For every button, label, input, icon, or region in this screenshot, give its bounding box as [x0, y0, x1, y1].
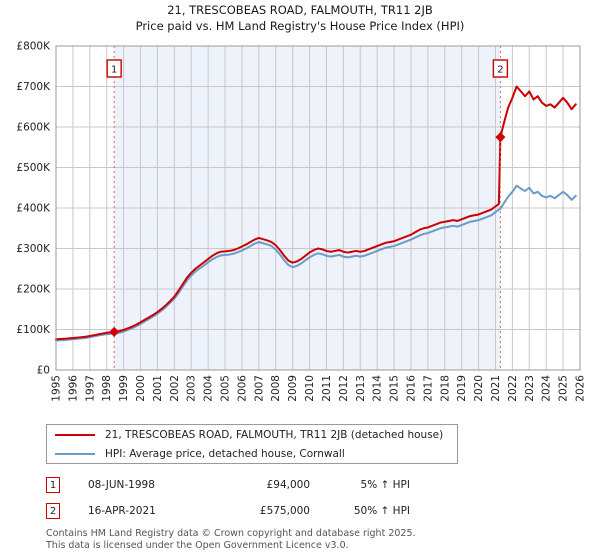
svg-text:2013: 2013 — [355, 375, 367, 402]
svg-text:£100K: £100K — [16, 324, 51, 336]
svg-text:2020: 2020 — [473, 375, 485, 402]
svg-text:2009: 2009 — [287, 375, 299, 402]
svg-text:£500K: £500K — [16, 162, 51, 174]
svg-text:1998: 1998 — [101, 375, 113, 402]
svg-text:1997: 1997 — [84, 375, 96, 402]
legend-item-hpi: HPI: Average price, detached house, Corn… — [47, 444, 457, 463]
axis-frame — [55, 45, 581, 371]
svg-text:£300K: £300K — [16, 243, 51, 255]
svg-text:2: 2 — [497, 65, 503, 76]
transaction-row-1: 1 08-JUN-1998 £94,000 5% ↑ HPI — [46, 474, 466, 496]
svg-text:2006: 2006 — [236, 375, 248, 402]
legend-swatch-property — [55, 433, 95, 436]
chart-legend: 21, TRESCOBEAS ROAD, FALMOUTH, TR11 2JB … — [46, 424, 458, 464]
footer-line-1: Contains HM Land Registry data © Crown c… — [46, 528, 416, 539]
x-axis-labels: 1995 1996 1997 1998 1999 2000 2001 2002 2003 2004… — [51, 375, 587, 402]
legend-swatch-hpi — [55, 452, 95, 455]
svg-text:2000: 2000 — [135, 375, 147, 402]
svg-text:2002: 2002 — [169, 375, 181, 402]
title-line-1: 21, TRESCOBEAS ROAD, FALMOUTH, TR11 2JB — [167, 3, 433, 17]
svg-text:2010: 2010 — [304, 375, 316, 402]
transaction-row-2: 2 16-APR-2021 £575,000 50% ↑ HPI — [46, 500, 466, 522]
svg-text:2014: 2014 — [372, 375, 384, 402]
svg-text:2005: 2005 — [220, 375, 232, 402]
svg-text:£800K: £800K — [16, 41, 51, 53]
svg-text:2024: 2024 — [541, 375, 553, 402]
svg-text:£0: £0 — [37, 365, 50, 377]
svg-text:2017: 2017 — [422, 375, 434, 402]
legend-item-property: 21, TRESCOBEAS ROAD, FALMOUTH, TR11 2JB … — [47, 425, 457, 444]
transaction-badge-2: 2 — [46, 503, 60, 519]
svg-text:2015: 2015 — [389, 375, 401, 402]
svg-text:2021: 2021 — [490, 375, 502, 402]
svg-text:2003: 2003 — [186, 375, 198, 402]
svg-text:2022: 2022 — [507, 375, 519, 402]
svg-text:2026: 2026 — [575, 375, 587, 402]
svg-text:£200K: £200K — [16, 284, 51, 296]
transaction-date-2: 16-APR-2021 — [88, 505, 156, 517]
footer-line-2: This data is licensed under the Open Gov… — [46, 539, 349, 551]
transaction-price-2: £575,000 — [259, 505, 310, 517]
svg-text:2007: 2007 — [253, 375, 265, 402]
transaction-hpi-1: 5% ↑ HPI — [360, 479, 410, 491]
transaction-date-1: 08-JUN-1998 — [88, 479, 155, 491]
transaction-badge-1: 1 — [46, 477, 60, 493]
svg-text:1995: 1995 — [51, 375, 63, 402]
title-line-2: Price paid vs. HM Land Registry's House … — [135, 19, 465, 33]
svg-text:2019: 2019 — [456, 375, 468, 402]
transaction-price-1: £94,000 — [266, 479, 310, 491]
svg-text:2008: 2008 — [270, 375, 282, 402]
copyright-footer: Contains HM Land Registry data © Crown c… — [46, 528, 586, 551]
y-axis-labels: £0 £100K £200K £300K £400K £500K £600K £700K £80… — [16, 41, 51, 377]
legend-label-hpi: HPI: Average price, detached house, Corn… — [105, 447, 345, 460]
svg-text:£700K: £700K — [16, 81, 51, 93]
svg-text:2011: 2011 — [321, 375, 333, 402]
svg-text:2004: 2004 — [203, 375, 215, 402]
svg-text:£600K: £600K — [16, 122, 51, 134]
svg-text:£400K: £400K — [16, 203, 51, 215]
svg-text:2001: 2001 — [152, 375, 164, 402]
svg-text:2012: 2012 — [338, 375, 350, 402]
series-lines — [55, 85, 577, 342]
svg-text:2016: 2016 — [405, 375, 417, 402]
svg-text:2025: 2025 — [558, 375, 570, 402]
svg-text:1: 1 — [111, 65, 117, 76]
legend-label-property: 21, TRESCOBEAS ROAD, FALMOUTH, TR11 2JB … — [105, 428, 444, 441]
page-title: 21, TRESCOBEAS ROAD, FALMOUTH, TR11 2JB … — [0, 2, 600, 34]
svg-text:2018: 2018 — [439, 375, 451, 402]
transaction-hpi-2: 50% ↑ HPI — [353, 505, 410, 517]
svg-text:2023: 2023 — [524, 375, 536, 402]
svg-text:1999: 1999 — [118, 375, 130, 402]
svg-text:1996: 1996 — [67, 375, 79, 402]
